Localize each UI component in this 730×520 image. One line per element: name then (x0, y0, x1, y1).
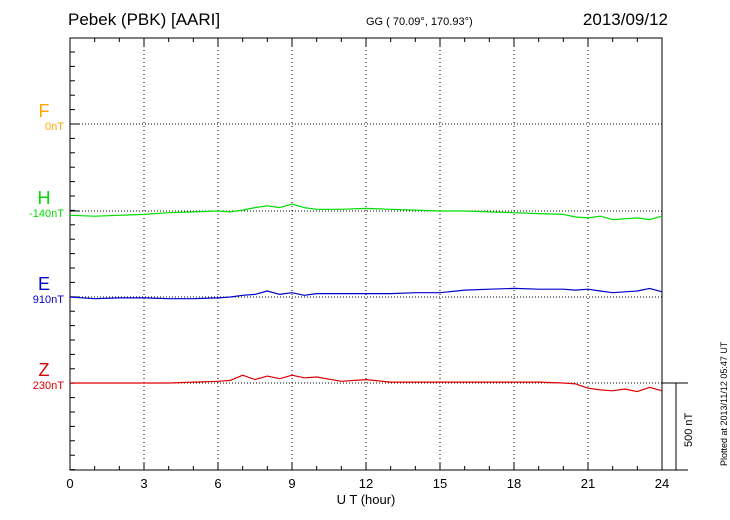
series-name-h: H (38, 188, 51, 208)
x-tick-label: 12 (359, 476, 373, 491)
series-line-h (69, 203, 663, 221)
x-tick-label: 9 (288, 476, 295, 491)
x-tick-label: 3 (140, 476, 147, 491)
x-tick-label: 21 (581, 476, 595, 491)
series-name-z: Z (39, 360, 50, 380)
x-tick-label: 15 (433, 476, 447, 491)
x-tick-label: 18 (507, 476, 521, 491)
series-line-e (69, 287, 663, 300)
x-tick-label: 0 (66, 476, 73, 491)
plotted-timestamp: Plotted at 2013/11/12 05:47 UT (719, 341, 729, 466)
series-base-h: -140nT (29, 208, 64, 220)
station-coordinates: GG ( 70.09°, 170.93°) (366, 16, 473, 28)
x-axis-label: U T (hour) (337, 492, 396, 507)
series-name-e: E (38, 274, 50, 294)
x-tick-label: 6 (214, 476, 221, 491)
x-tick-label: 24 (655, 476, 669, 491)
series-base-e: 910nT (33, 294, 64, 306)
station-title: Pebek (PBK) [AARI] (68, 10, 221, 29)
chart-date: 2013/09/12 (582, 10, 668, 29)
scale-bar-label: 500 nT (683, 412, 695, 447)
series-name-f: F (39, 101, 50, 121)
series-line-z (70, 374, 663, 393)
series-base-f: 0nT (45, 121, 64, 133)
series-base-z: 230nT (33, 380, 64, 392)
